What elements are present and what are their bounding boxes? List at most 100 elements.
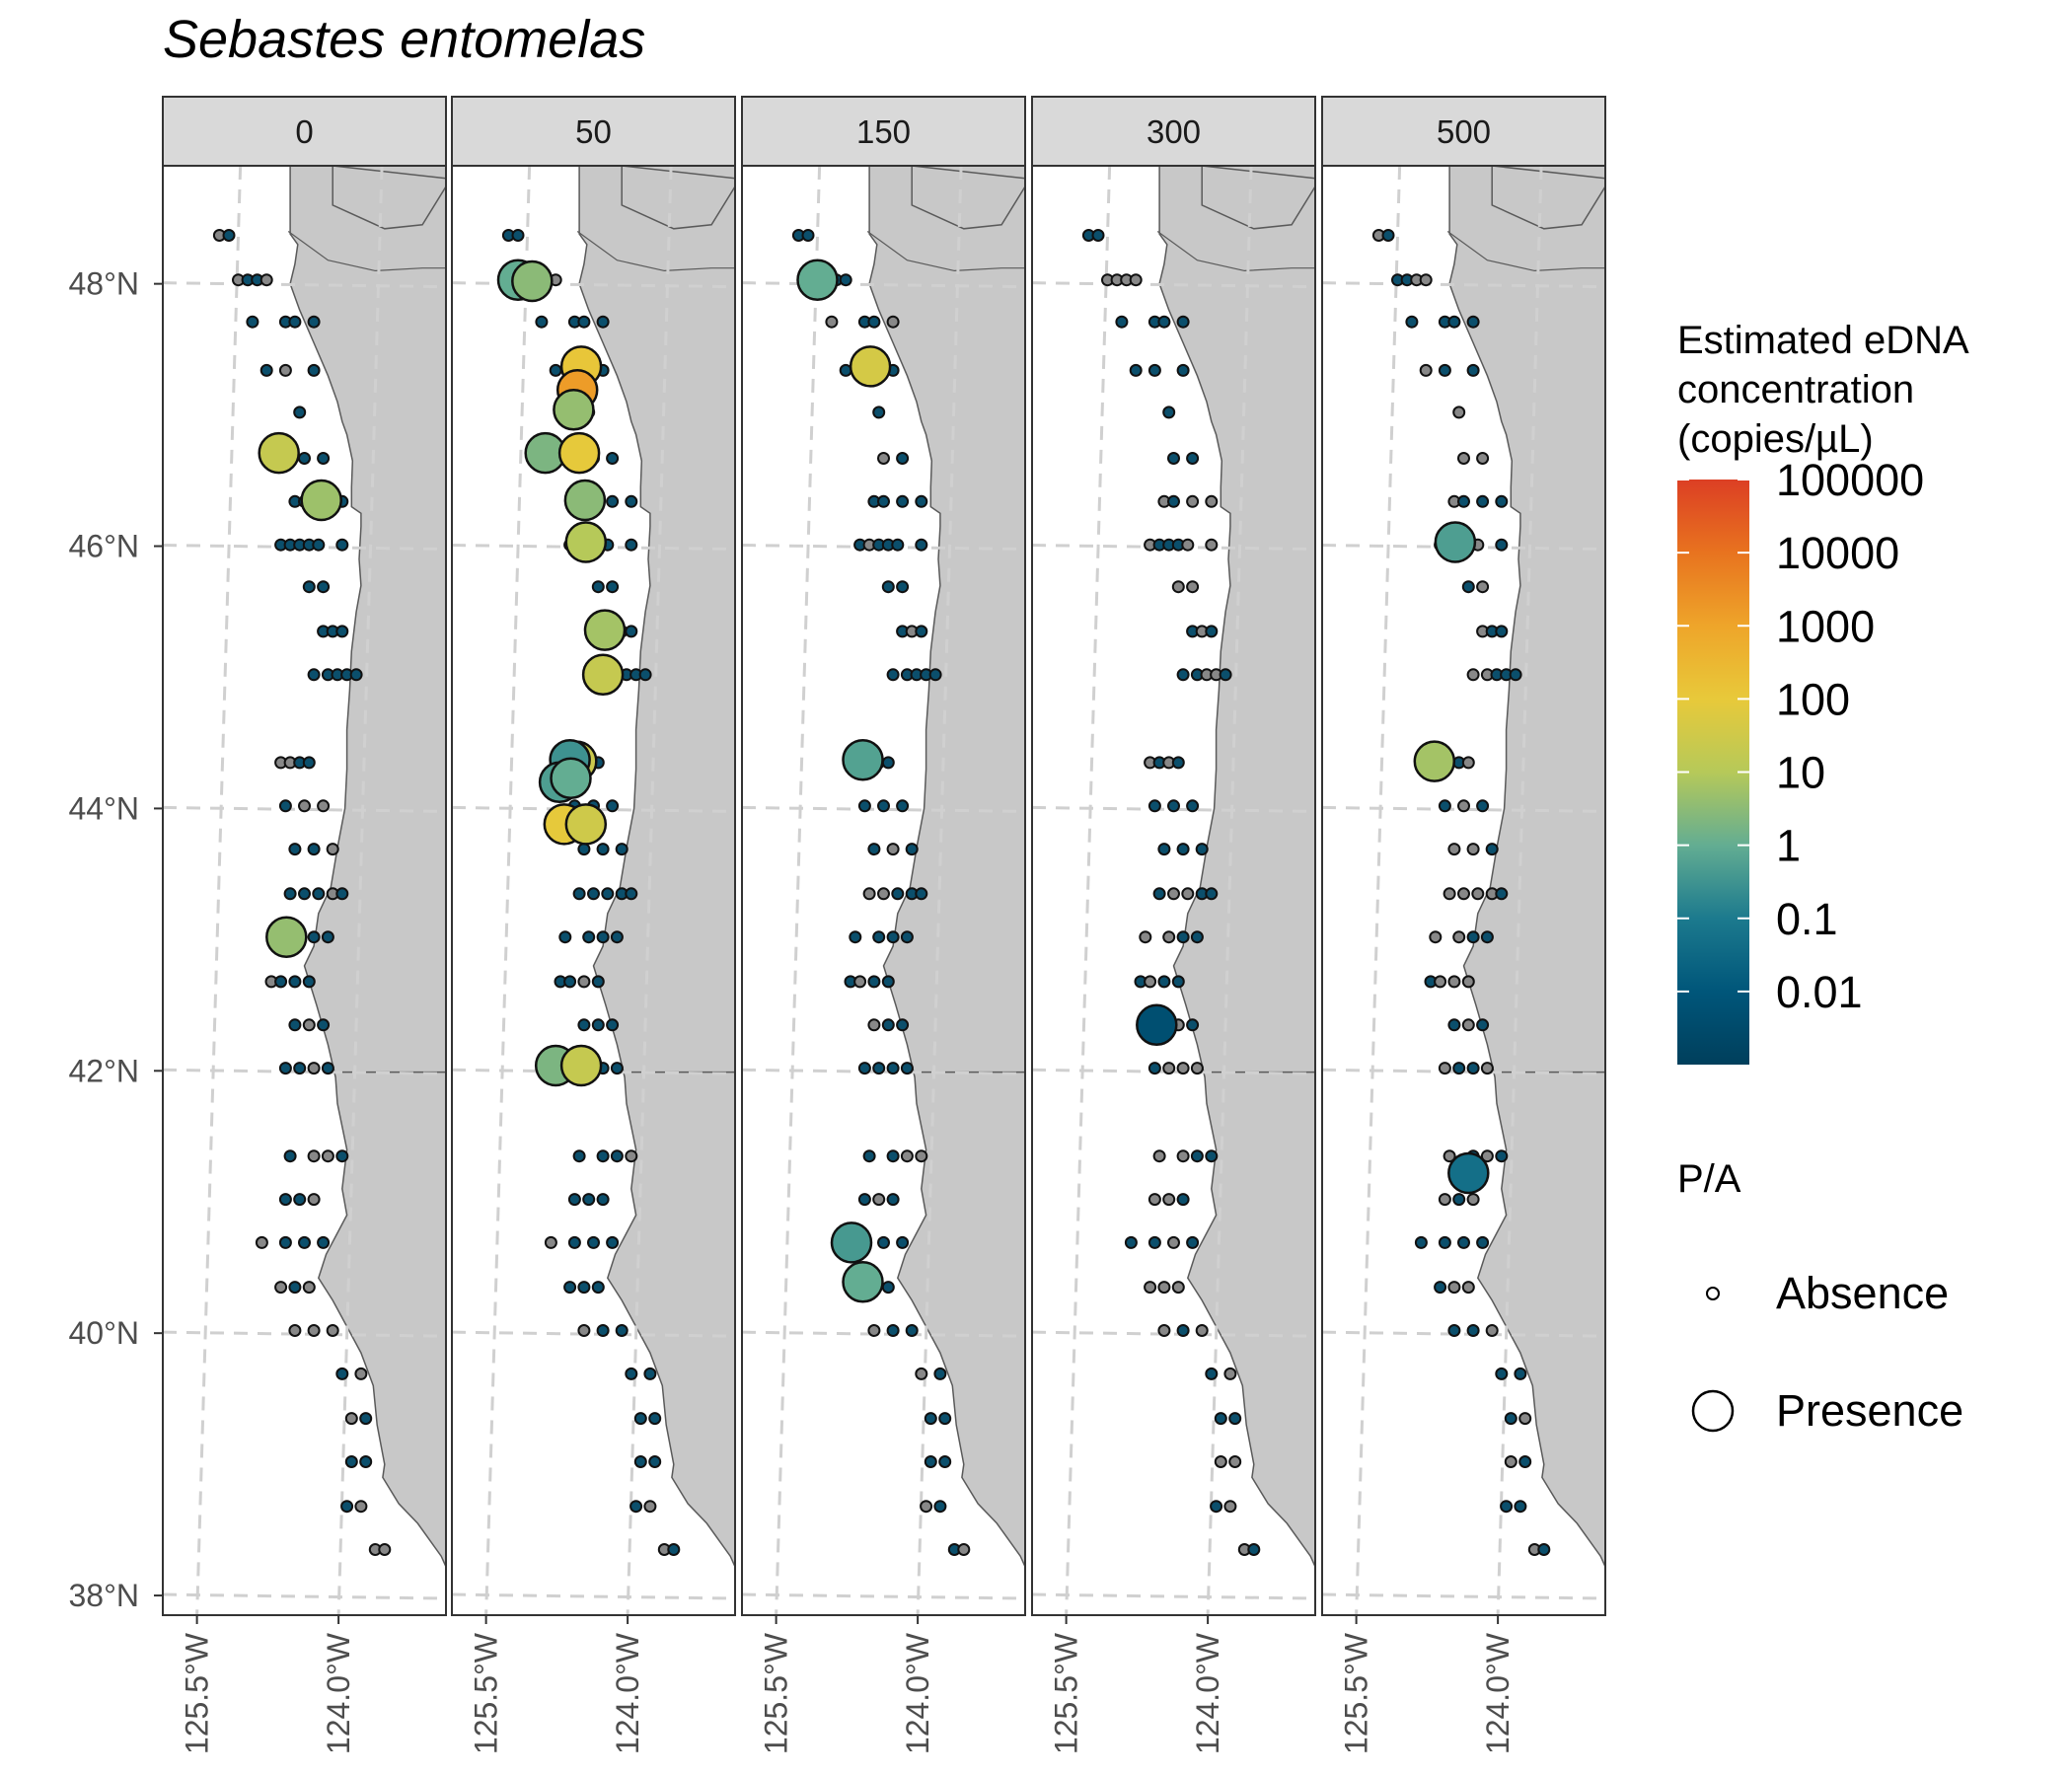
absence-point (877, 452, 890, 465)
absence-point (1171, 1281, 1185, 1295)
absence-point (1214, 1455, 1227, 1468)
low-concentration-point (606, 494, 620, 508)
y-axis: 48°N 46°N 44°N 42°N 40°N 38°N (69, 266, 163, 1613)
facet-strip-label: 500 (1437, 113, 1491, 150)
presence-point (796, 259, 839, 301)
low-concentration-point (278, 1062, 292, 1075)
absence-point (825, 315, 839, 329)
low-concentration-point (633, 1455, 647, 1468)
vancouver-island (621, 166, 735, 230)
presence-point (842, 1261, 884, 1303)
absence-point (1181, 887, 1195, 901)
absence-point (1228, 1455, 1242, 1468)
low-concentration-point (317, 580, 331, 594)
absence-point (1162, 930, 1176, 944)
low-concentration-point (1434, 1281, 1447, 1295)
absence-point (544, 1235, 557, 1249)
low-concentration-point (610, 1062, 624, 1075)
low-concentration-point (1457, 1235, 1470, 1249)
low-concentration-point (900, 1062, 914, 1075)
low-concentration-point (317, 1235, 331, 1249)
low-concentration-point (625, 887, 638, 901)
low-concentration-point (1466, 1062, 1480, 1075)
low-concentration-point (288, 1281, 302, 1295)
facet-strip (1031, 96, 1316, 167)
absence-point (915, 1149, 928, 1163)
low-concentration-point (587, 887, 600, 901)
presence-point (830, 1221, 873, 1264)
low-concentration-point (298, 1235, 311, 1249)
absence-point (307, 1149, 321, 1163)
color-legend-bar (1677, 480, 1749, 1065)
absence-point (1443, 887, 1456, 901)
absence-point (1190, 1062, 1204, 1075)
land-area (289, 166, 446, 1569)
low-concentration-point (857, 1193, 871, 1207)
panel-content (1322, 166, 1605, 1615)
color-legend-title-line2: concentration (1677, 368, 1914, 411)
absence-point (326, 1324, 339, 1337)
low-concentration-point (1466, 930, 1480, 944)
grid-line-lon (484, 166, 532, 1615)
strait-shoreline (866, 231, 1025, 272)
low-concentration-point (1157, 843, 1171, 856)
absence-point (1152, 1149, 1166, 1163)
presence-point (258, 431, 300, 475)
low-concentration-point (1205, 1149, 1219, 1163)
low-concentration-point (648, 1455, 662, 1468)
low-concentration-point (307, 843, 321, 856)
absence-point (1466, 1193, 1480, 1207)
low-concentration-point (1247, 1543, 1261, 1556)
absence-point (302, 1018, 316, 1032)
low-concentration-point (938, 1412, 952, 1426)
low-concentration-point (577, 1281, 591, 1295)
panel-content (163, 166, 446, 1615)
low-concentration-point (1186, 1018, 1200, 1032)
absence-point (1457, 452, 1470, 465)
low-concentration-point (535, 315, 549, 329)
absence-point (1205, 538, 1219, 552)
low-concentration-point (1157, 315, 1171, 329)
absence-point (1461, 1281, 1475, 1295)
presence-point (511, 259, 554, 303)
absence-point (1438, 1062, 1451, 1075)
low-concentration-point (317, 452, 331, 465)
low-concentration-point (896, 452, 910, 465)
size-legend: P/A Absence Presence (1677, 1157, 1963, 1436)
low-concentration-point (881, 975, 895, 989)
low-concentration-point (1438, 363, 1451, 377)
low-concentration-point (886, 1324, 900, 1337)
low-concentration-point (1537, 1543, 1551, 1556)
absence-point (259, 273, 273, 287)
facet-strip-label: 300 (1147, 113, 1201, 150)
low-concentration-point (1190, 1149, 1204, 1163)
low-concentration-point (924, 1412, 937, 1426)
absence-point (1466, 843, 1480, 856)
low-concentration-point (1438, 1235, 1451, 1249)
low-concentration-point (1452, 1193, 1466, 1207)
absence-point (1461, 756, 1475, 770)
low-concentration-point (1186, 799, 1200, 813)
low-concentration-point (288, 1018, 302, 1032)
absence-point (326, 843, 339, 856)
color-legend-title-line3: (copies/µL) (1677, 417, 1874, 461)
low-concentration-point (606, 799, 620, 813)
facet-panel-500: 500 125.5°W 124.0°W (1321, 96, 1606, 1754)
presence-point (265, 916, 308, 958)
low-concentration-point (886, 930, 900, 944)
low-concentration-point (577, 315, 591, 329)
low-concentration-point (344, 1455, 358, 1468)
low-concentration-point (872, 930, 886, 944)
low-concentration-point (582, 1193, 596, 1207)
low-concentration-point (321, 930, 334, 944)
absence-point (867, 1324, 881, 1337)
low-concentration-point (801, 229, 815, 242)
absence-point (577, 1324, 591, 1337)
absence-point (625, 1149, 638, 1163)
low-concentration-point (610, 930, 624, 944)
absence-point (886, 843, 900, 856)
low-concentration-point (606, 580, 620, 594)
low-concentration-point (1500, 1500, 1514, 1514)
presence-point (581, 653, 625, 697)
low-concentration-point (582, 930, 596, 944)
